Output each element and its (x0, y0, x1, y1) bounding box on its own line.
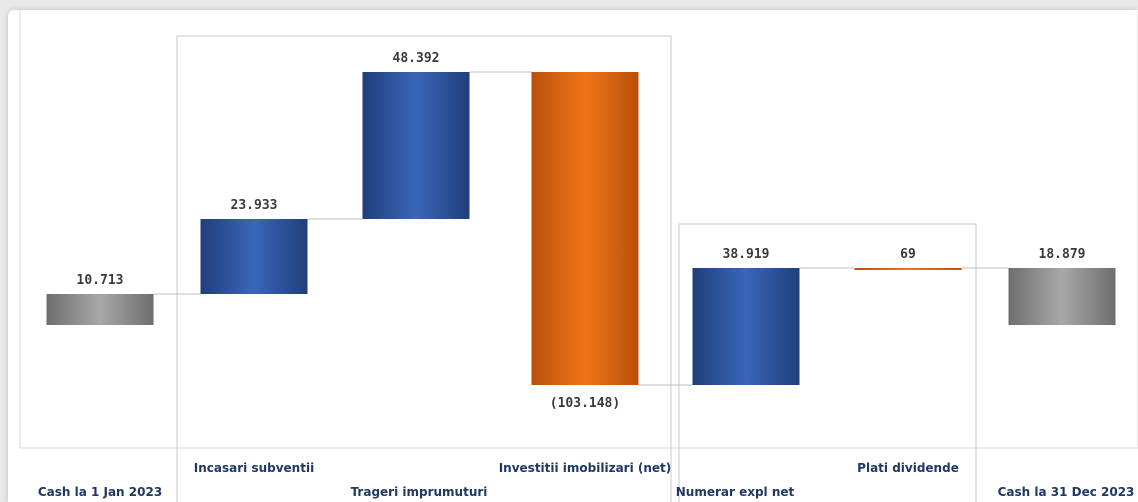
group-box-2 (678, 223, 977, 502)
category-label: Trageri imprumuturi (351, 485, 488, 499)
bar-decrease (531, 72, 639, 385)
bar-increase (692, 268, 800, 385)
chart-card: 10.713 23.933 48.392 (103.148) 38.919 69 18.87… (8, 10, 1138, 502)
bars-layer (46, 72, 1116, 385)
connector-lines (153, 71, 1009, 386)
category-label: Numerar expl net (676, 485, 795, 499)
category-label: Cash la 31 Dec 2023 (998, 485, 1135, 499)
plot-area-frame (19, 10, 1138, 449)
value-label: 10.713 (77, 273, 124, 288)
category-labels: Cash la 1 Jan 2023 Incasari subventii Trag… (38, 461, 1135, 499)
category-label: Cash la 1 Jan 2023 (38, 485, 162, 499)
group-box-1 (176, 35, 672, 502)
category-label: Plati dividende (857, 461, 959, 475)
bar-increase (362, 72, 470, 219)
bar-total (1008, 268, 1116, 325)
bar-decrease (854, 268, 962, 270)
value-label: (103.148) (550, 396, 620, 411)
category-label: Incasari subventii (194, 461, 314, 475)
bar-total (46, 294, 154, 325)
value-label: 48.392 (393, 51, 440, 66)
value-label: 38.919 (723, 247, 770, 262)
bar-increase (200, 219, 308, 294)
value-label: 18.879 (1039, 247, 1086, 262)
waterfall-chart: 10.713 23.933 48.392 (103.148) 38.919 69 18.87… (19, 10, 1138, 502)
value-labels: 10.713 23.933 48.392 (103.148) 38.919 69 18.87… (77, 51, 1086, 411)
category-label: Investitii imobilizari (net) (499, 461, 672, 475)
value-label: 69 (900, 247, 916, 262)
value-label: 23.933 (231, 198, 278, 213)
